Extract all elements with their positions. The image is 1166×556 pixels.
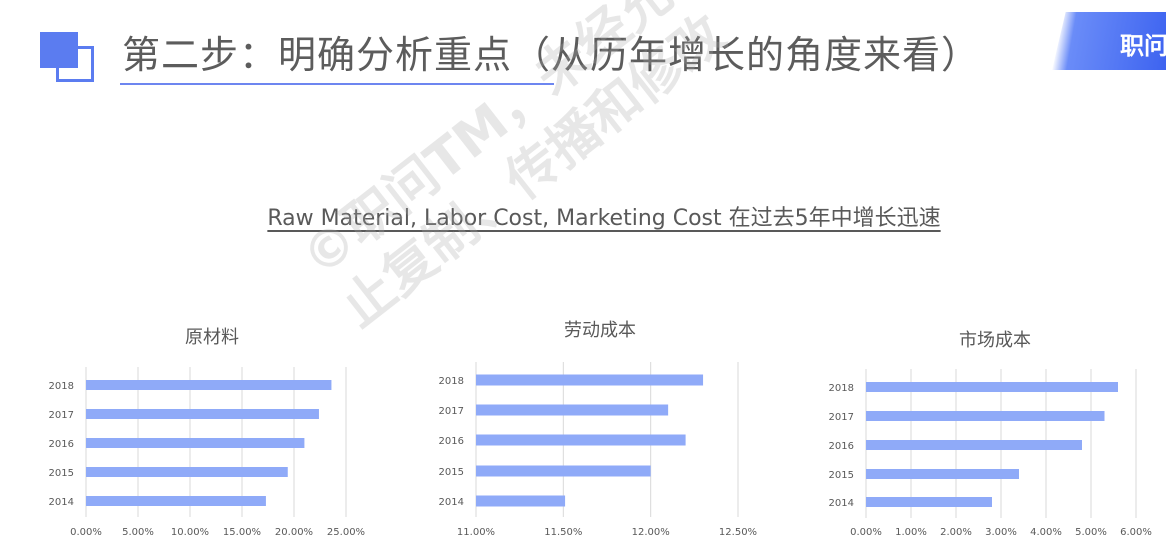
bar [86, 409, 319, 419]
page-title: 第二步：明确分析重点（从历年增长的角度来看） [122, 33, 981, 77]
category-label: 2017 [439, 406, 464, 417]
category-label: 2016 [439, 436, 464, 447]
bar [86, 380, 332, 390]
category-label: 2014 [49, 497, 74, 508]
category-label: 2016 [829, 441, 854, 452]
chart-title: 原材料 [185, 327, 239, 348]
category-label: 2015 [829, 470, 854, 481]
bar [476, 404, 669, 416]
slide-subtitle: Raw Material, Labor Cost, Marketing Cost… [267, 206, 941, 231]
x-tick-label: 0.00% [850, 527, 882, 538]
chart-title: 劳动成本 [564, 320, 636, 341]
chart-title: 市场成本 [959, 330, 1031, 351]
x-tick-label: 15.00% [223, 527, 261, 538]
x-tick-label: 4.00% [1030, 527, 1062, 538]
bar [866, 382, 1118, 392]
bar [86, 438, 305, 448]
category-label: 2014 [439, 497, 464, 508]
x-tick-label: 11.00% [457, 527, 495, 538]
bar [476, 434, 686, 446]
category-label: 2014 [829, 498, 854, 509]
x-tick-label: 20.00% [275, 527, 313, 538]
logo [40, 32, 100, 86]
bar [866, 497, 992, 507]
bar [476, 465, 651, 477]
brand-badge-text: 职问 [1120, 32, 1166, 60]
x-tick-label: 25.00% [327, 527, 365, 538]
bar [476, 495, 566, 507]
bar [866, 440, 1082, 450]
category-label: 2018 [829, 383, 854, 394]
x-tick-label: 6.00% [1120, 527, 1152, 538]
category-label: 2015 [439, 467, 464, 478]
title-underline [120, 83, 554, 85]
x-tick-label: 12.50% [719, 527, 757, 538]
x-tick-label: 10.00% [171, 527, 209, 538]
x-tick-label: 12.00% [632, 527, 670, 538]
x-tick-label: 11.50% [544, 527, 582, 538]
category-label: 2015 [49, 468, 74, 479]
category-label: 2018 [439, 376, 464, 387]
bar [476, 374, 704, 386]
brand-badge: 职问 [1052, 12, 1166, 70]
x-tick-label: 5.00% [122, 527, 154, 538]
x-tick-label: 0.00% [70, 527, 102, 538]
bar [86, 467, 288, 477]
bar [86, 496, 266, 506]
bar [866, 411, 1105, 421]
x-tick-label: 3.00% [985, 527, 1017, 538]
x-tick-label: 1.00% [895, 527, 927, 538]
x-tick-label: 5.00% [1075, 527, 1107, 538]
x-tick-label: 2.00% [940, 527, 972, 538]
bar [866, 469, 1019, 479]
category-label: 2017 [49, 410, 74, 421]
logo-filled-square [40, 32, 78, 68]
category-label: 2018 [49, 381, 74, 392]
category-label: 2016 [49, 439, 74, 450]
category-label: 2017 [829, 412, 854, 423]
